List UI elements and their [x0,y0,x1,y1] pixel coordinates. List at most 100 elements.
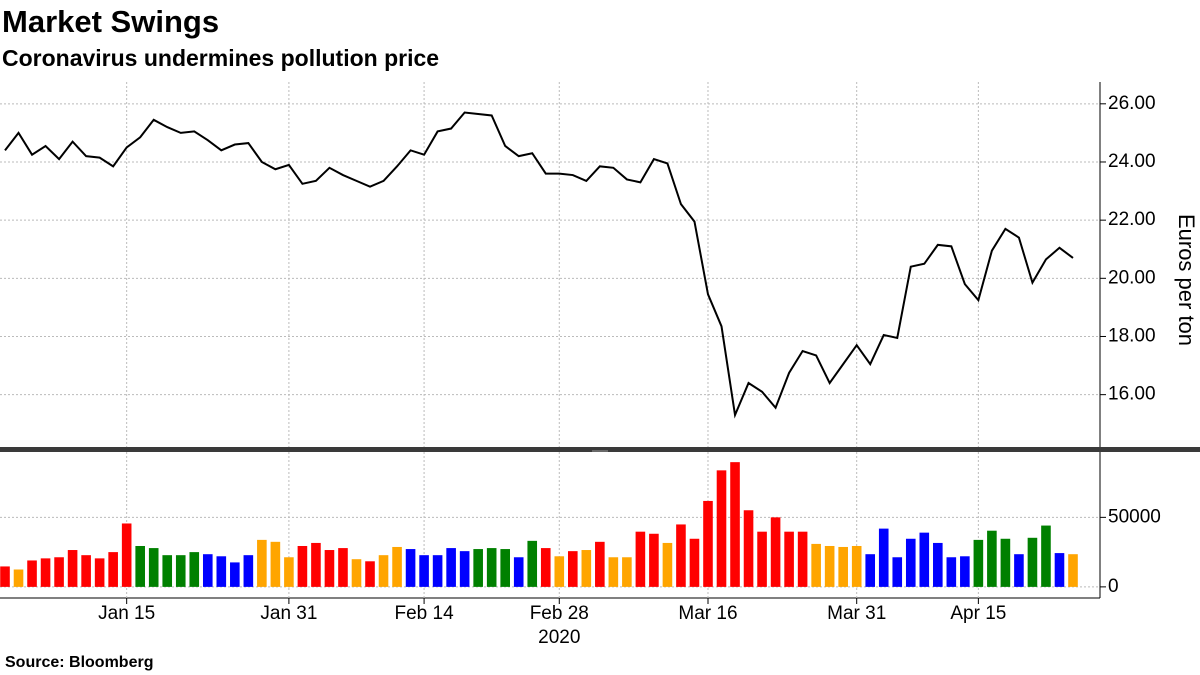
volume-bar [824,545,835,587]
volume-bar [743,510,754,587]
x-tick-label: Apr 15 [950,603,1006,624]
volume-bar [257,539,267,587]
volume-bar [216,556,227,587]
volume-bar [811,543,821,587]
chart-title: Market Swings [2,4,219,39]
volume-bar [270,541,281,587]
volume-bar [324,550,335,587]
x-tick-label: Jan 15 [98,603,155,624]
volume-bar [892,557,903,587]
volume-bar [405,549,416,587]
volume-bar [486,548,497,587]
volume-bar [338,548,348,587]
volume-bar [67,550,78,587]
volume-bar [13,569,24,587]
volume-bar [297,545,308,587]
volume-bar [202,554,213,587]
volume-bar [797,531,808,587]
volume-bar [108,552,118,587]
volume-bar [730,462,740,587]
volume-bar [189,552,200,587]
y-tick-label: 24.00 [1108,151,1156,172]
volume-bar [608,557,619,587]
volume-bar [622,557,632,587]
volume-bar [513,557,524,587]
x-tick-label: Feb 28 [530,603,589,624]
y-axis-label: Euros per ton [1174,214,1199,346]
volume-bar [933,542,943,587]
volume-bar [554,556,565,587]
volume-bar [757,531,767,587]
volume-bar [230,562,240,587]
volume-bar [54,557,64,587]
volume-bar [1000,538,1011,587]
volume-bar [473,549,483,587]
volume-bar [311,542,321,587]
volume-bar [987,530,997,587]
volume-bar [865,554,876,587]
volume-bar [148,548,159,587]
volume-bar [851,545,862,587]
volume-bar [878,528,889,587]
volume-bar [635,531,646,587]
x-tick-label: Mar 31 [827,603,886,624]
volume-bar [378,555,389,587]
volume-bar [703,500,713,587]
volume-bar [676,524,686,587]
volume-bar [662,542,673,587]
panel-separator [0,447,1200,452]
volume-bar [500,549,511,587]
price-line [4,111,1074,419]
volume-bar [689,538,700,587]
y-tick-label: 20.00 [1108,267,1156,288]
volume-bar [284,557,294,587]
volume-bar [419,555,429,587]
volume-bar [567,551,578,587]
volume-bar [175,555,186,587]
y-tick-label: 16.00 [1108,384,1156,405]
volume-bar [905,538,916,587]
volume-bar [540,548,551,587]
volume-bar [121,523,132,587]
volume-bar [1068,554,1078,587]
volume-bar [784,531,794,587]
x-tick-label: Mar 16 [678,603,737,624]
volume-bar [162,555,173,587]
volume-bar [1054,553,1065,587]
y-tick-label: 50000 [1108,506,1161,527]
volume-bar [0,566,10,587]
y-tick-label: 18.00 [1108,325,1156,346]
volume-bar [919,532,930,587]
x-year-label: 2020 [538,627,580,648]
volume-bar [716,470,727,587]
x-tick-label: Jan 31 [260,603,317,624]
volume-bar [243,555,254,587]
volume-bar [1041,525,1051,587]
volume-bar [1014,554,1024,587]
chart-subtitle: Coronavirus undermines pollution price [2,45,439,71]
volume-bar [81,555,91,587]
volume-bar [973,539,984,587]
x-tick-label: Feb 14 [395,603,455,624]
volume-bar [581,550,592,587]
y-tick-label: 0 [1108,576,1119,597]
volume-bar [351,559,362,587]
volume-bar [946,557,957,587]
volume-bar [40,558,51,587]
volume-bar [459,551,470,587]
volume-bar [27,560,37,587]
y-tick-label: 26.00 [1108,93,1156,114]
y-tick-label: 22.00 [1108,209,1156,230]
volume-bar [838,546,848,587]
volume-bar [392,546,402,587]
volume-bar [770,517,781,587]
volume-bar [432,555,443,587]
volume-bar [960,556,970,587]
volume-bar [595,541,605,587]
volume-bar [527,540,538,587]
volume-bar [446,548,456,587]
volume-bar [1027,537,1038,587]
volume-bar [649,533,659,587]
volume-bar [135,545,145,587]
